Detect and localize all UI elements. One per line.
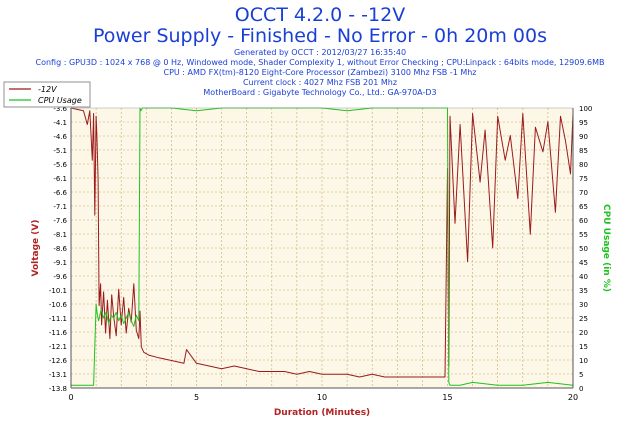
y-right-tick-label: 65	[579, 203, 588, 211]
y-right-tick-label: 15	[579, 343, 588, 351]
chart-subtitle: Power Supply - Finished - No Error - 0h …	[92, 25, 548, 47]
y-left-tick-label: -12.1	[49, 343, 67, 351]
y-right-tick-label: 80	[579, 161, 588, 169]
y-left-tick-label: -10.1	[49, 287, 67, 295]
info-clock: Current clock : 4027 Mhz FSB 201 Mhz	[242, 78, 398, 87]
legend-label-cpu: CPU Usage	[38, 96, 82, 105]
y-left-tick-label: -4.1	[53, 119, 67, 127]
x-tick-label: 15	[442, 393, 452, 402]
info-cpu: CPU : AMD FX(tm)-8120 Eight-Core Process…	[163, 68, 477, 77]
series-group	[70, 107, 574, 386]
y-left-tick-label: -5.6	[53, 161, 67, 169]
y-axis-left-label: Voltage (V)	[31, 220, 41, 277]
y-left-tick-label: -12.6	[49, 357, 68, 365]
y-left-tick-label: -6.6	[53, 189, 67, 197]
x-axis-label: Duration (Minutes)	[274, 408, 370, 418]
y-right-tick-label: 40	[579, 273, 588, 281]
y-left-tick-label: -9.6	[53, 273, 67, 281]
y-right-tick-label: 75	[579, 175, 588, 183]
x-tick-label: 0	[68, 393, 73, 402]
y-left-tick-label: -13.1	[49, 371, 67, 379]
legend-box	[3, 81, 91, 108]
y-axis-right-label: CPU Usage (in %)	[601, 204, 611, 292]
x-tick-label: 5	[194, 393, 199, 402]
info-motherboard: MotherBoard : Gigabyte Technology Co., L…	[203, 88, 437, 97]
info-config: Config : GPU3D : 1024 x 768 @ 0 Hz, Wind…	[35, 58, 605, 67]
y-right-tick-label: 20	[579, 329, 588, 337]
y-right-tick-label: 50	[579, 245, 588, 253]
y-left-tick-label: -11.6	[49, 329, 68, 337]
y-left-tick-label: -11.1	[49, 315, 67, 323]
y-right-tick-label: 45	[579, 259, 588, 267]
y-right-tick-label: 5	[579, 371, 583, 379]
info-generated: Generated by OCCT : 2012/03/27 16:35:40	[233, 48, 407, 57]
y-left-tick-label: -3.6	[53, 105, 67, 113]
y-right-tick-label: 10	[579, 357, 588, 365]
y-left-tick-label: -6.1	[53, 175, 67, 183]
y-right-tick-label: 70	[579, 189, 588, 197]
y-left-tick-label: -8.1	[53, 231, 67, 239]
y-right-tick-label: 35	[579, 287, 588, 295]
x-tick-label: 10	[317, 393, 327, 402]
y-right-tick-label: 0	[579, 385, 583, 393]
tick-labels: -3.6 -4.1 -4.6 -5.1 -5.6 -6.1 -6.6 -7.1 -7.6 -8.1…	[49, 105, 593, 402]
y-right-tick-label: 25	[579, 315, 588, 323]
y-left-tick-label: -9.1	[53, 259, 67, 267]
y-right-tick-label: 55	[579, 231, 588, 239]
y-left-tick-label: -5.1	[53, 147, 67, 155]
y-left-tick-label: -10.6	[49, 301, 68, 309]
y-left-tick-label: -7.1	[53, 203, 67, 211]
series-line-cpu	[71, 107, 574, 386]
legend: -12V CPU Usage	[3, 81, 91, 108]
y-right-tick-label: 100	[579, 105, 592, 113]
legend-label-voltage: -12V	[38, 85, 57, 94]
y-left-tick-label: -4.6	[53, 133, 67, 141]
y-left-tick-label: -8.6	[53, 245, 67, 253]
y-right-tick-label: 90	[579, 133, 588, 141]
y-left-tick-label: -7.6	[53, 217, 67, 225]
y-right-tick-label: 30	[579, 301, 588, 309]
series-line-voltage	[70, 107, 574, 378]
y-right-tick-label: 95	[579, 119, 588, 127]
axes	[70, 107, 574, 389]
grid	[71, 108, 573, 388]
y-right-tick-label: 60	[579, 217, 588, 225]
chart-title: OCCT 4.2.0 - -12V	[234, 4, 406, 26]
y-right-tick-label: 85	[579, 147, 588, 155]
y-left-tick-label: -13.8	[49, 385, 67, 393]
x-tick-label: 20	[568, 393, 578, 402]
